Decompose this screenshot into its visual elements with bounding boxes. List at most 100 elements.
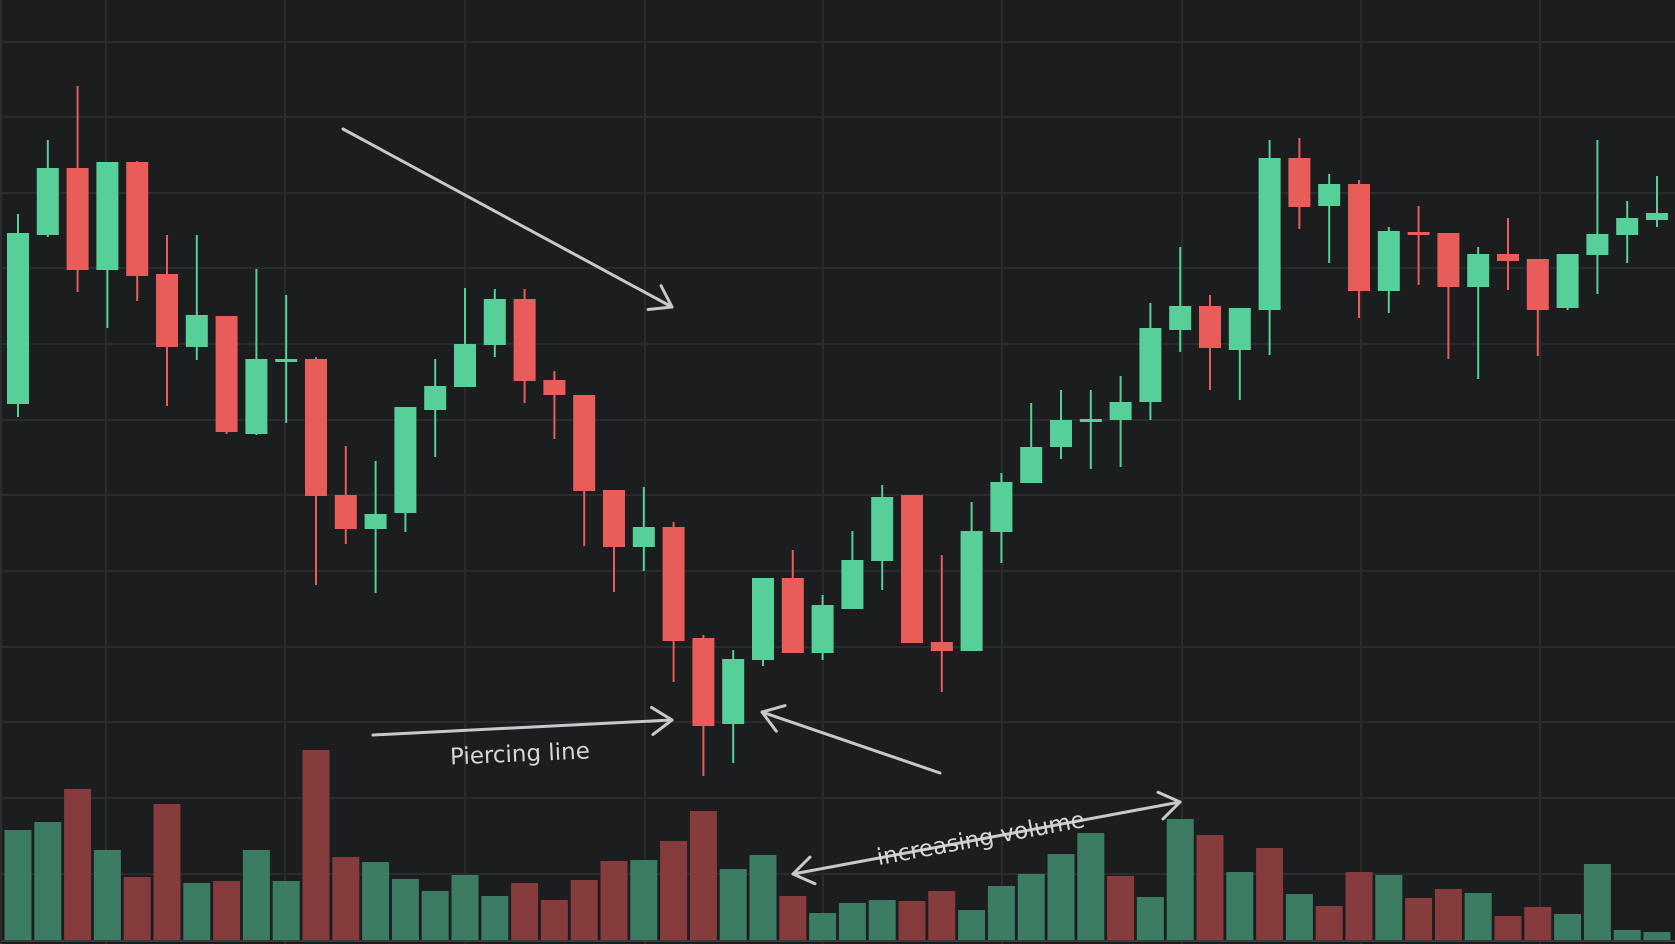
candle-body [930,642,953,651]
candle [1228,308,1251,400]
candle-body [513,299,536,381]
candle [1199,295,1221,390]
volume-bar [1345,872,1373,940]
arrow-head-icon [760,704,787,733]
candle [722,650,745,763]
volume-bar [1136,897,1164,940]
candle-body [424,386,447,410]
volume-bar [1375,875,1403,940]
candle-body [1288,158,1311,207]
candle [513,289,536,403]
volume-bar [868,900,896,940]
volume-bar [1494,916,1522,940]
arrow-head-icon [650,705,674,737]
candle [662,522,685,682]
candle [394,407,417,532]
volume-bar [302,750,330,940]
volume-bar [451,875,479,940]
candle [215,316,238,434]
volume-bar [1077,833,1105,940]
candle [275,295,298,423]
candle [245,269,268,435]
candle [603,490,625,592]
candle-body [1199,306,1221,348]
candle [811,595,834,660]
volume-bar [332,857,360,940]
arrow-shaft [760,710,942,775]
volume-bar [1583,864,1611,940]
candle [1348,180,1370,318]
piercing-line-label: Piercing line [449,738,590,770]
candle [1050,390,1072,459]
candle-body [1377,231,1400,291]
candle [1646,176,1668,227]
arrow-shaft [341,127,674,309]
candle [36,140,59,237]
volume-bar [1047,854,1075,940]
annotation-arrow [341,127,674,311]
volume-bar [64,789,92,940]
candle-body [1020,447,1043,483]
arrow-shaft [371,718,674,737]
candle-body [901,495,923,643]
volume-bar [1405,898,1433,940]
arrow-shaft [791,800,1182,876]
candle [364,461,387,593]
volume-bar [1166,819,1194,940]
candle [1169,247,1192,352]
candle-body [662,527,685,641]
candle-body [1646,213,1668,220]
candle [334,446,357,544]
arrow-head-icon [1156,790,1182,821]
candle-body [7,233,29,404]
candle-body [36,168,59,235]
candle-body [96,162,119,270]
volume-bar [1196,835,1224,940]
candle [543,371,566,439]
candle-body [1497,254,1519,261]
volume-bar [660,841,688,940]
volume-bars [4,750,1671,940]
candle [692,635,715,776]
candle [1407,206,1430,285]
candle [1497,218,1519,290]
candle [752,578,774,666]
candle-body [156,274,178,347]
candle-body [1050,420,1072,447]
volume-bar [719,869,747,940]
candle [1616,201,1639,263]
volume-bar [123,877,151,940]
volume-bar [34,822,62,940]
candle [1109,376,1132,467]
volume-bar [630,860,658,940]
candle-body [1467,254,1490,287]
candle [1079,390,1102,469]
candle-body [632,527,655,547]
candle [7,214,29,417]
candle [1467,247,1490,379]
candle [1139,303,1162,420]
candle-body [990,482,1013,532]
volume-bar [362,862,390,940]
candle-body [1407,232,1430,235]
volume-bar [540,900,568,940]
volume-bar [242,850,270,940]
candle-body [781,578,804,653]
candle [1318,174,1341,263]
volume-bar [213,881,241,940]
candle [483,289,506,357]
candle-body [1228,308,1251,350]
candle [185,235,208,360]
volume-bar [1285,894,1313,940]
candle [841,531,864,609]
candle [1556,254,1579,310]
candle [454,288,476,387]
volume-bar [391,879,419,940]
candle [1586,140,1609,294]
candle [573,395,596,546]
volume-bar [272,881,300,940]
volume-bar [1643,932,1671,940]
